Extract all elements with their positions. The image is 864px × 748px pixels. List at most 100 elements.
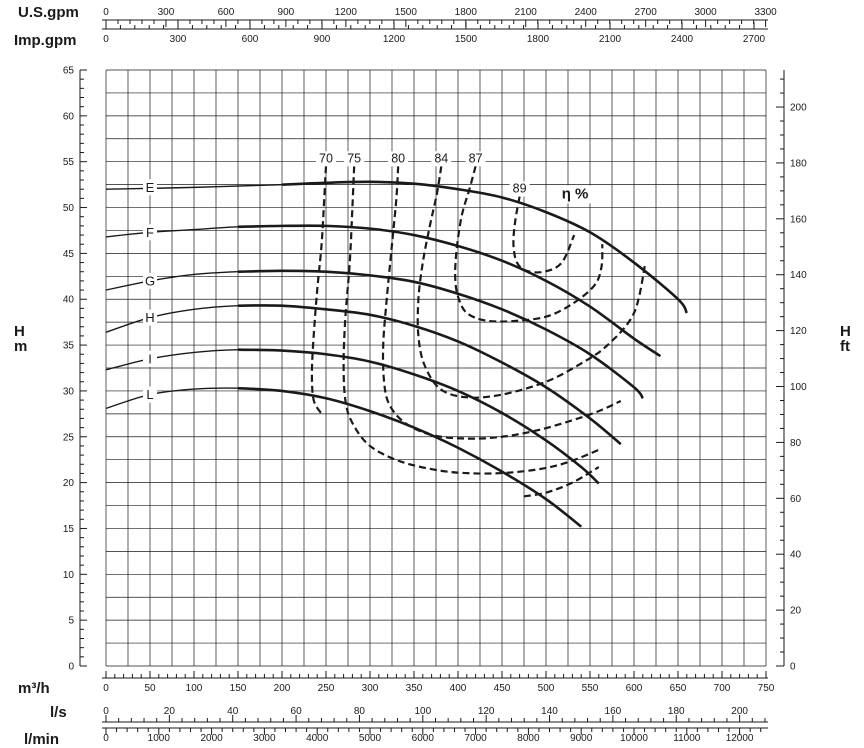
left-tick-label: 35 [63,341,75,352]
ls-tick-label: 160 [605,706,622,717]
lmin-unit-label: l/min [24,731,59,748]
efficiency-label-84: 84 [434,151,448,165]
ls-tick-label: 20 [164,706,176,717]
performance-curves [105,180,688,528]
lmin-tick-label: 3000 [253,733,276,744]
usgpm-tick-label: 2700 [635,7,658,18]
curve-l-operating [237,386,583,528]
impgpm-unit-label: Imp.gpm [14,32,77,49]
lmin-tick-label: 6000 [412,733,435,744]
impgpm-tick-label: 300 [170,34,187,45]
lmin-tick-label: 10000 [620,733,648,744]
left-tick-label: 0 [68,662,74,673]
curve-i-operating [237,348,600,485]
m3h-tick-label: 0 [103,683,109,694]
left-tick-label: 5 [68,616,74,627]
ls-tick-label: 0 [103,706,109,717]
ls-unit-label: l/s [50,704,67,721]
left-tick-label: 20 [63,478,75,489]
curve-h-operating [237,304,622,446]
lmin-tick-label: 4000 [306,733,329,744]
labels: 0510152025303540455055606502040608010012… [63,7,807,744]
m3h-tick-label: 550 [582,683,599,694]
curve-label-bg [143,224,157,241]
efficiency-title-bg [555,185,596,204]
curve-label-bg [143,272,157,289]
lmin-tick-label: 7000 [464,733,487,744]
efficiency-label-bg [388,151,409,167]
curve-label-f: F [146,225,154,240]
lmin-tick-label: 1000 [148,733,171,744]
right-tick-label: 120 [790,326,807,337]
ls-tick-label: 120 [478,706,495,717]
efficiency-label-87: 87 [469,151,483,165]
m3h-tick-label: 750 [758,683,775,694]
right-tick-label: 60 [790,494,802,505]
lmin-tick-label: 5000 [359,733,382,744]
efficiency-contour-70 [310,166,328,415]
right-tick-label: 40 [790,550,802,561]
left-tick-label: 40 [63,295,75,306]
efficiency-label-80: 80 [391,151,405,165]
impgpm-tick-label: 2100 [599,34,622,45]
m3h-tick-label: 500 [538,683,555,694]
efficiency-contour [523,466,600,498]
curve-label-e: E [146,180,155,195]
m3h-tick-label: 250 [318,683,335,694]
curve-i [105,348,600,485]
ls-tick-label: 60 [291,706,303,717]
ls-tick-label: 140 [541,706,558,717]
usgpm-tick-label: 3300 [754,7,777,18]
m3h-tick-label: 450 [494,683,511,694]
efficiency-contour-75 [342,166,602,475]
usgpm-tick-label: 0 [103,7,109,18]
right-tick-label: 80 [790,438,802,449]
curve-label-bg [143,350,157,367]
efficiency-label-bg [344,151,365,167]
impgpm-tick-label: 1500 [455,34,478,45]
efficiency-label-bg [509,181,530,197]
right-tick-label: 0 [790,662,796,673]
efficiency-label-bg [465,151,486,167]
efficiency-contours [310,165,647,498]
right-tick-label: 160 [790,214,807,225]
m3h-tick-label: 200 [274,683,291,694]
efficiency-label-bg [316,151,336,167]
lmin-tick-label: 0 [103,733,109,744]
left-tick-label: 50 [63,203,75,214]
m3h-tick-label: 350 [406,683,423,694]
usgpm-tick-label: 900 [278,7,295,18]
curve-label-bg [143,386,157,403]
efficiency-contour-84 [416,166,647,399]
lmin-tick-label: 11000 [673,733,701,744]
curve-label-bg [143,309,157,326]
left-tick-label: 65 [63,66,75,77]
lmin-tick-label: 2000 [200,733,223,744]
usgpm-tick-label: 2400 [575,7,598,18]
lmin-tick-label: 8000 [517,733,540,744]
efficiency-label-bg [431,151,452,167]
m3h-unit-label: m³/h [18,680,50,697]
lmin-tick-label: 12000 [726,733,754,744]
m3h-tick-label: 650 [670,683,687,694]
impgpm-tick-label: 2700 [743,34,766,45]
curve-g-operating [237,269,644,400]
ls-tick-label: 180 [668,706,685,717]
grid [105,69,767,667]
usgpm-unit-label: U.S.gpm [18,4,79,21]
usgpm-tick-label: 1200 [335,7,358,18]
m3h-tick-label: 100 [186,683,203,694]
usgpm-tick-label: 1800 [455,7,478,18]
curve-label-i: I [148,351,152,366]
right-tick-label: 180 [790,158,807,169]
left-tick-label: 45 [63,249,75,260]
usgpm-tick-label: 1500 [395,7,418,18]
right-tick-label: 20 [790,606,802,617]
ls-tick-label: 40 [227,706,239,717]
curve-label-l: L [146,387,153,402]
ls-tick-label: 100 [414,706,431,717]
curve-label-bg [143,179,157,196]
